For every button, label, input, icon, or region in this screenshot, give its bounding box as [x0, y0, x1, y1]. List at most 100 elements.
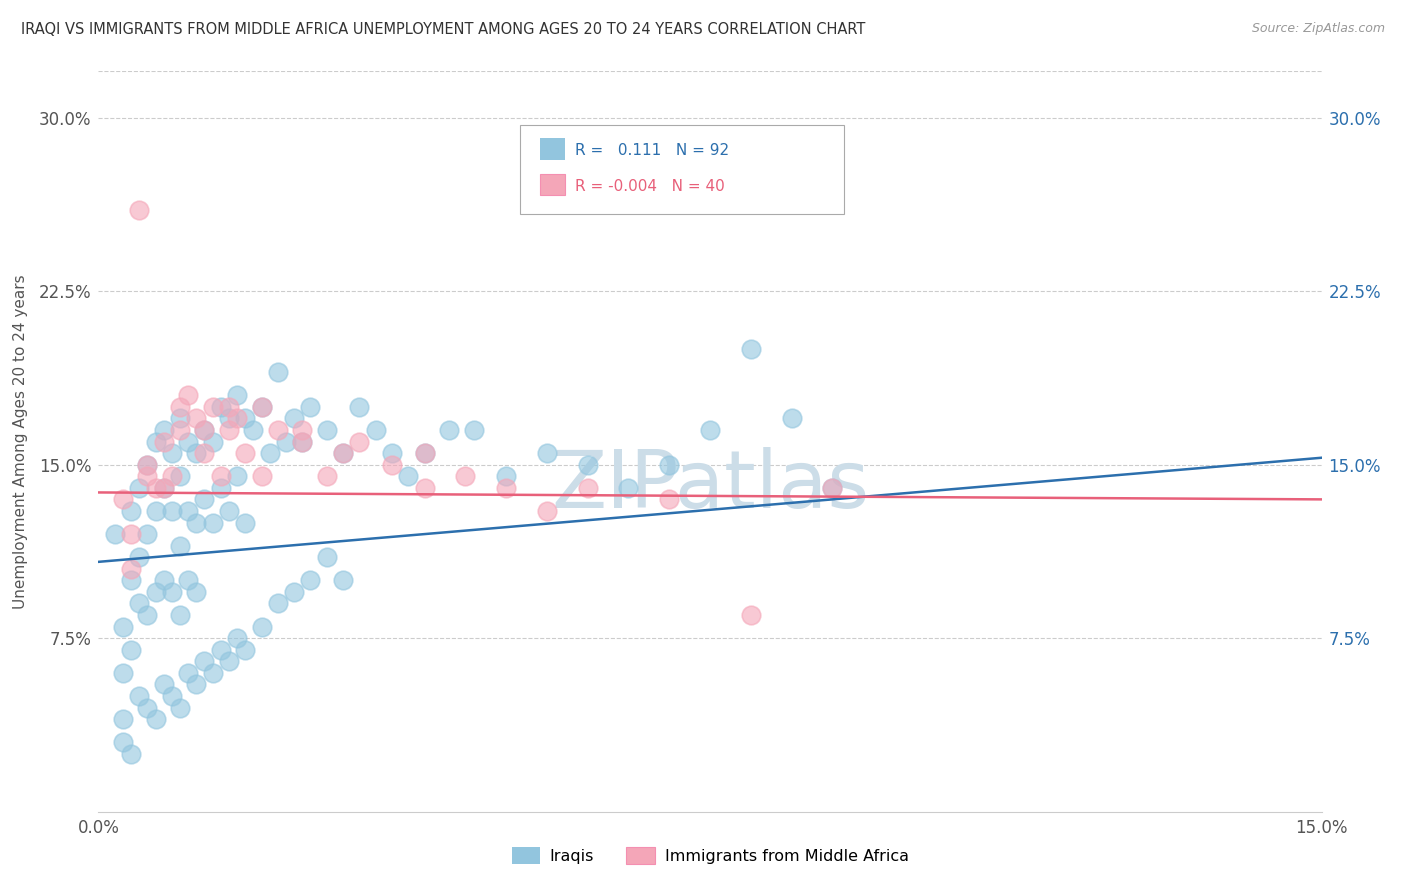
- Point: [120, 562, 142, 576]
- Point: [145, 504, 167, 518]
- Point: [145, 585, 167, 599]
- Point: [111, 492, 134, 507]
- Point: [128, 203, 150, 218]
- Point: [201, 516, 224, 530]
- Point: [136, 458, 159, 472]
- Point: [218, 654, 240, 668]
- Point: [186, 585, 208, 599]
- Point: [209, 469, 232, 483]
- Point: [315, 423, 337, 437]
- Point: [177, 434, 200, 449]
- Point: [291, 434, 314, 449]
- Point: [250, 400, 273, 414]
- Point: [186, 446, 208, 460]
- Point: [160, 469, 183, 483]
- Point: [169, 608, 191, 623]
- Point: [193, 492, 215, 507]
- Point: [169, 423, 191, 437]
- Point: [576, 458, 599, 472]
- Point: [193, 654, 215, 668]
- Point: [283, 585, 305, 599]
- Point: [169, 400, 191, 414]
- Point: [145, 481, 167, 495]
- Point: [201, 665, 224, 680]
- Point: [291, 423, 314, 437]
- Text: IRAQI VS IMMIGRANTS FROM MIDDLE AFRICA UNEMPLOYMENT AMONG AGES 20 TO 24 YEARS CO: IRAQI VS IMMIGRANTS FROM MIDDLE AFRICA U…: [21, 22, 866, 37]
- Point: [104, 527, 127, 541]
- Point: [233, 446, 256, 460]
- Point: [299, 400, 322, 414]
- Point: [136, 458, 159, 472]
- Point: [136, 469, 159, 483]
- Point: [193, 446, 215, 460]
- Point: [177, 665, 200, 680]
- Point: [740, 342, 762, 356]
- Point: [136, 527, 159, 541]
- Text: ZIPatlas: ZIPatlas: [551, 447, 869, 525]
- Point: [658, 492, 681, 507]
- Point: [364, 423, 387, 437]
- Point: [128, 550, 150, 565]
- Point: [128, 689, 150, 703]
- Point: [283, 411, 305, 425]
- Point: [152, 434, 174, 449]
- Point: [120, 574, 142, 588]
- Point: [120, 747, 142, 761]
- Point: [193, 423, 215, 437]
- Point: [396, 469, 419, 483]
- Text: R =   0.111   N = 92: R = 0.111 N = 92: [575, 144, 730, 159]
- Point: [120, 642, 142, 657]
- Point: [699, 423, 721, 437]
- Point: [332, 446, 354, 460]
- Point: [332, 574, 354, 588]
- Point: [259, 446, 281, 460]
- Point: [152, 574, 174, 588]
- Point: [821, 481, 844, 495]
- Point: [250, 469, 273, 483]
- Point: [136, 700, 159, 714]
- Point: [160, 689, 183, 703]
- Point: [454, 469, 477, 483]
- Point: [821, 481, 844, 495]
- Point: [218, 504, 240, 518]
- Point: [111, 712, 134, 726]
- Point: [349, 400, 371, 414]
- Point: [128, 481, 150, 495]
- Point: [780, 411, 803, 425]
- Point: [617, 481, 640, 495]
- Point: [267, 423, 290, 437]
- Point: [226, 411, 249, 425]
- Point: [186, 516, 208, 530]
- Point: [186, 677, 208, 691]
- Point: [201, 400, 224, 414]
- Point: [274, 434, 297, 449]
- Point: [218, 400, 240, 414]
- Point: [193, 423, 215, 437]
- Point: [250, 400, 273, 414]
- Point: [233, 411, 256, 425]
- Point: [226, 469, 249, 483]
- Y-axis label: Unemployment Among Ages 20 to 24 years: Unemployment Among Ages 20 to 24 years: [13, 274, 28, 609]
- Point: [463, 423, 485, 437]
- Point: [413, 446, 436, 460]
- Point: [315, 550, 337, 565]
- Point: [536, 504, 558, 518]
- Point: [250, 619, 273, 633]
- Point: [152, 677, 174, 691]
- Point: [495, 481, 517, 495]
- Point: [413, 446, 436, 460]
- Point: [152, 481, 174, 495]
- Point: [169, 469, 191, 483]
- Point: [128, 597, 150, 611]
- Point: [495, 469, 517, 483]
- Point: [315, 469, 337, 483]
- Point: [242, 423, 264, 437]
- Point: [177, 504, 200, 518]
- Point: [201, 434, 224, 449]
- Point: [209, 481, 232, 495]
- Point: [209, 400, 232, 414]
- Point: [152, 423, 174, 437]
- Point: [233, 642, 256, 657]
- Point: [226, 388, 249, 402]
- Point: [120, 527, 142, 541]
